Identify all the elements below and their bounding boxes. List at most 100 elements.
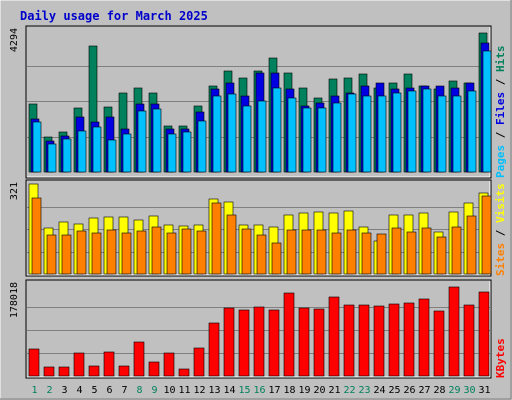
bar-pages-day-30: [467, 90, 477, 173]
day-label-28: 28: [433, 385, 445, 396]
day-label-30: 30: [463, 385, 475, 396]
bar-kbytes-day-28: [433, 310, 445, 377]
bar-sites-day-8: [136, 230, 147, 275]
day-label-5: 5: [91, 385, 97, 396]
bar-kbytes-day-25: [388, 303, 400, 377]
bar-sites-day-19: [301, 229, 312, 275]
bar-sites-day-10: [166, 232, 177, 275]
bar-kbytes-day-24: [373, 305, 385, 377]
bar-kbytes-day-8: [133, 341, 145, 377]
chart-title: Daily usage for March 2025: [20, 9, 208, 23]
bar-kbytes-day-12: [193, 347, 205, 377]
bar-pages-day-23: [362, 95, 372, 173]
bar-kbytes-day-5: [88, 365, 100, 377]
bar-pages-day-25: [392, 92, 402, 173]
day-label-3: 3: [61, 385, 67, 396]
bar-pages-day-19: [302, 107, 312, 173]
day-label-11: 11: [178, 385, 190, 396]
day-label-27: 27: [418, 385, 430, 396]
day-label-26: 26: [403, 385, 415, 396]
bar-sites-day-4: [76, 230, 87, 275]
bar-pages-day-7: [122, 133, 132, 173]
day-label-12: 12: [193, 385, 205, 396]
day-label-6: 6: [106, 385, 112, 396]
bar-kbytes-day-9: [148, 361, 160, 377]
day-label-22: 22: [343, 385, 355, 396]
bar-sites-day-6: [106, 229, 117, 275]
day-label-19: 19: [298, 385, 310, 396]
legend-visits-sites: Sites / Visits: [494, 183, 507, 276]
bar-sites-day-29: [451, 226, 462, 275]
day-label-1: 1: [31, 385, 37, 396]
bar-pages-day-10: [167, 133, 177, 173]
bar-sites-day-21: [331, 232, 342, 275]
bar-pages-day-11: [182, 131, 192, 173]
bar-kbytes-day-26: [403, 302, 415, 377]
bar-sites-day-12: [196, 230, 207, 275]
legend-entry-files: Files: [494, 92, 507, 125]
bar-pages-day-21: [332, 102, 342, 173]
day-label-18: 18: [283, 385, 295, 396]
bar-kbytes-day-29: [448, 286, 460, 377]
day-label-14: 14: [223, 385, 235, 396]
day-label-25: 25: [388, 385, 400, 396]
bar-kbytes-day-20: [313, 308, 325, 377]
bar-pages-day-28: [437, 95, 447, 173]
bar-kbytes-day-1: [28, 348, 40, 377]
bar-pages-day-24: [377, 95, 387, 173]
legend-entry-sites: Sites: [494, 243, 507, 276]
day-label-21: 21: [328, 385, 340, 396]
bar-sites-day-7: [121, 232, 132, 275]
bar-sites-day-30: [466, 215, 477, 275]
bar-sites-day-26: [406, 231, 417, 275]
bar-sites-day-14: [226, 214, 237, 275]
day-axis-labels: 1 2 3 4 5 6 7 8 9 10 11 12 13 14 15 16 17 18 19 20 21 22 23 24 2…: [31, 385, 490, 396]
y-max-label: 178018: [9, 282, 20, 318]
day-label-7: 7: [121, 385, 127, 396]
bar-kbytes-day-7: [118, 365, 130, 377]
bar-kbytes-day-13: [208, 322, 220, 377]
legend-separator: /: [494, 72, 507, 92]
day-label-20: 20: [313, 385, 325, 396]
bar-pages-day-5: [92, 126, 102, 173]
legend-entry-kbytes: KBytes: [494, 338, 507, 378]
legend-kbytes: KBytes: [494, 338, 507, 378]
bar-sites-day-13: [211, 202, 222, 275]
bar-pages-day-12: [197, 120, 207, 173]
bar-kbytes-day-18: [283, 292, 295, 377]
bar-kbytes-day-16: [253, 306, 265, 377]
chart-panels: 4294 Pages / Files / Hits 321 Sites / Visit…: [9, 25, 507, 379]
bar-kbytes-day-15: [238, 309, 250, 377]
bar-kbytes-day-19: [298, 307, 310, 377]
bar-pages-day-22: [347, 93, 357, 173]
bar-kbytes-day-31: [478, 291, 490, 377]
day-label-15: 15: [238, 385, 250, 396]
legend-separator: /: [494, 223, 507, 243]
legend-entry-visits: Visits: [494, 183, 507, 223]
legend-entry-hits: Hits: [494, 46, 507, 73]
panel-kbytes: 178018 KBytes: [9, 279, 507, 379]
bar-sites-day-17: [271, 242, 282, 275]
bar-sites-day-24: [376, 233, 387, 275]
day-label-31: 31: [478, 385, 490, 396]
bar-pages-day-13: [212, 95, 222, 173]
bar-kbytes-day-14: [223, 307, 235, 377]
bar-pages-day-26: [407, 90, 417, 173]
bar-kbytes-day-17: [268, 309, 280, 377]
panel-visits-sites: 321 Sites / Visits: [9, 179, 507, 277]
day-label-17: 17: [268, 385, 280, 396]
bar-pages-day-1: [32, 121, 42, 173]
y-max-label: 321: [9, 182, 20, 200]
day-label-16: 16: [253, 385, 265, 396]
day-label-24: 24: [373, 385, 385, 396]
bar-pages-day-4: [77, 130, 87, 173]
bar-pages-day-17: [272, 87, 282, 173]
bar-pages-day-2: [47, 143, 57, 173]
bar-sites-day-18: [286, 229, 297, 275]
bar-kbytes-day-3: [58, 366, 70, 377]
bar-sites-day-20: [316, 229, 327, 275]
day-label-8: 8: [136, 385, 142, 396]
bar-pages-day-27: [422, 88, 432, 173]
bar-kbytes-day-30: [463, 304, 475, 377]
